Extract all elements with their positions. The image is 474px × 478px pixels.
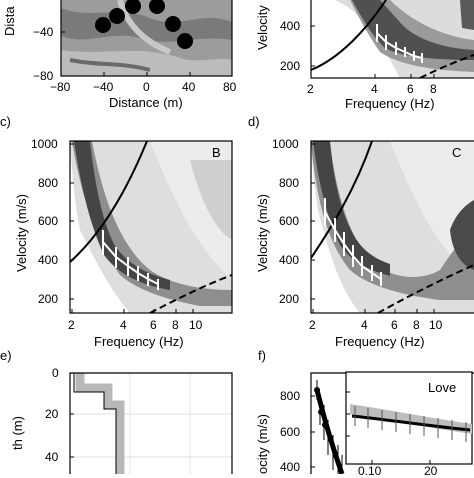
panel-c-tag: B: [212, 145, 221, 160]
panel-c-y-axis-label: Velocity (m/s): [14, 193, 29, 272]
panel-b-xtick: 6: [407, 82, 414, 96]
station-marker: [125, 0, 141, 14]
panel-c-xtick: 8: [172, 318, 179, 332]
panel-c-lower-limit-curve: [149, 274, 232, 313]
station-marker: [109, 8, 125, 24]
panel-f-inset-band: [350, 404, 472, 442]
panel-b-xtick: 2: [307, 82, 314, 96]
panel-e-reference-profile: [73, 373, 117, 474]
panel-b-y-axis-label: Velocity: [255, 5, 270, 50]
panel-f-data-points: [314, 380, 345, 474]
panel-c-xtick: 4: [120, 318, 127, 332]
panel-d-y-axis-label: Velocity (m/s): [255, 193, 270, 272]
panel-b-upper-limit-curve: [311, 0, 387, 71]
panel-a-map: [61, 0, 232, 76]
panel-e-ytick: 0: [52, 366, 59, 380]
panel-c-ytick: 600: [38, 214, 59, 228]
panel-a-y-axis-label: Dista: [2, 6, 17, 36]
panel-c-frame: [69, 140, 233, 314]
panel-e-ytick: 40: [45, 450, 59, 464]
panel-a-stations: [95, 0, 193, 49]
panel-a-xtick: −40: [93, 80, 114, 94]
panel-d-upper-limit-curve: [311, 141, 373, 259]
panel-c-xtick: 10: [189, 318, 203, 332]
panel-f-ticks: [311, 395, 315, 468]
panel-d-xtick: 10: [429, 318, 443, 332]
panel-d-ytick: 800: [279, 176, 300, 190]
panel-c-x-axis-label: Frequency (Hz): [94, 334, 184, 349]
panel-f-inset-xtick: 20: [424, 464, 438, 478]
panel-e-grid: [70, 373, 232, 474]
panel-c-ytick: 200: [38, 292, 59, 306]
panel-a-xtick: 40: [182, 80, 196, 94]
panel-a-xtick: 80: [223, 80, 237, 94]
panel-a-xtick: 0: [143, 80, 150, 94]
panel-f-y-axis-label: ocity (m/s): [255, 414, 270, 474]
panel-f-letter: f): [258, 348, 266, 363]
panel-f-ytick: 400: [280, 460, 301, 474]
panel-e-letter: e): [0, 348, 12, 363]
panel-c-ytick: 800: [38, 176, 59, 190]
panel-c-upper-limit-curve: [70, 141, 148, 263]
panel-e-ticks: [70, 372, 74, 458]
panel-d-ytick: 200: [279, 292, 300, 306]
panel-d-ytick: 1000: [272, 137, 299, 151]
panel-a-x-axis-label: Distance (m): [109, 95, 183, 110]
panel-f-inset-title: Love: [428, 380, 457, 395]
panel-c-picks: [102, 230, 159, 290]
panel-d-tag: C: [452, 145, 462, 160]
panel-c-ytick: 1000: [31, 137, 58, 151]
panel-f-inset-ticks: [346, 391, 431, 464]
panel-d-letter: d): [248, 114, 260, 129]
panel-c-xtick: 2: [68, 318, 75, 332]
panel-e-ytick: 20: [45, 407, 59, 421]
station-marker: [95, 17, 111, 33]
panel-c-spectrum: [70, 141, 232, 313]
panel-a-ticks: [60, 31, 233, 77]
panel-b-x-axis-label: Frequency (Hz): [345, 96, 435, 111]
panel-c-letter: c): [0, 114, 11, 129]
panel-b-lower-limit-curve: [419, 54, 474, 78]
panel-f-ytick: 800: [280, 389, 301, 403]
panel-a-xtick: −80: [50, 80, 71, 94]
panel-d-xtick: 8: [413, 318, 420, 332]
panel-b-ticks: [310, 25, 435, 78]
panel-d-spectrum: [311, 141, 474, 313]
panel-d-xtick: 6: [391, 318, 398, 332]
panel-d-picks: [324, 198, 382, 286]
panel-f-inset-xtick: 0.10: [358, 464, 382, 478]
panel-a-ytick: −40: [33, 25, 54, 39]
panel-e-frame: [69, 372, 233, 474]
panel-d-x-axis-label: Frequency (Hz): [335, 334, 425, 349]
panel-c-xtick: 6: [150, 318, 157, 332]
panel-d-xtick: 4: [361, 318, 368, 332]
station-marker: [177, 33, 193, 49]
station-marker: [165, 16, 181, 32]
panel-a-ytick: −80: [33, 69, 54, 83]
panel-d-ytick: 600: [279, 214, 300, 228]
panel-f-ytick: 600: [280, 425, 301, 439]
panel-b-ytick: 200: [280, 59, 301, 73]
panel-e-velocity-profile: [75, 373, 125, 474]
panel-b-ytick: 400: [280, 19, 301, 33]
panel-b-frame: [310, 0, 474, 79]
panel-b-xtick: 8: [430, 82, 437, 96]
station-marker: [149, 0, 165, 14]
panel-b-spectrum: [311, 0, 474, 78]
panel-d-ytick: 400: [279, 253, 300, 267]
panel-d-xtick: 2: [309, 318, 316, 332]
panel-c-ticks: [70, 143, 194, 313]
panel-e-y-axis-label: th (m): [10, 416, 25, 450]
panel-c-ytick: 400: [38, 253, 59, 267]
panel-b-picks: [376, 24, 423, 63]
panel-b-xtick: 4: [371, 82, 378, 96]
panel-d-frame: [310, 140, 474, 314]
panel-d-ticks: [311, 143, 435, 313]
